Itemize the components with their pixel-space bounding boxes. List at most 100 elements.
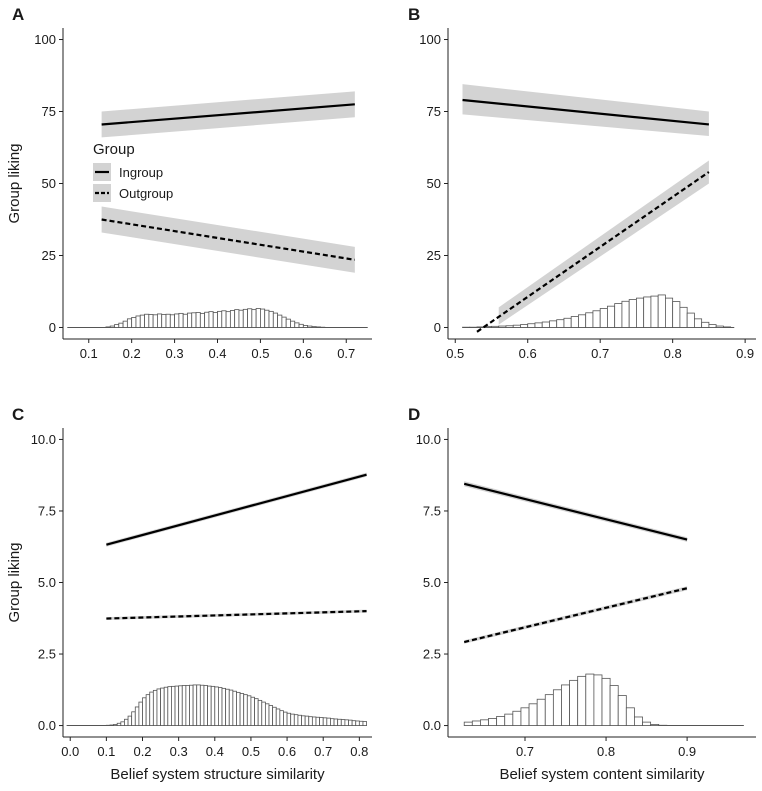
x-tick-label: 0.3 [170,744,188,759]
histogram-bar [226,689,230,725]
x-tick-label: 0.1 [97,744,115,759]
histogram-bar [258,700,262,725]
panel-letter: B [408,5,420,24]
histogram-bar [226,312,230,328]
histogram [464,674,744,726]
histogram-bar [124,719,128,725]
x-tick-label: 0.6 [278,744,296,759]
histogram-bar [128,716,132,725]
histogram-bar [162,315,166,328]
histogram-bar [586,313,593,328]
histogram-bar [303,325,307,327]
histogram-bar [251,697,255,725]
histogram-bar [149,315,153,328]
histogram-bar [622,301,629,327]
histogram-bar [248,309,252,328]
histogram-bar [260,309,264,327]
histogram-bar [549,321,556,328]
histogram-bar [644,297,651,328]
line-ingroup [106,475,366,545]
x-axis-title: Belief system structure similarity [110,766,325,783]
x-axis-title: Belief system content similarity [499,766,705,783]
histogram-bar [610,686,618,726]
histogram-bar [208,686,212,725]
y-tick-label: 10.0 [416,432,441,447]
histogram-bar [168,687,172,726]
histogram-bar [594,675,602,726]
histogram-bar [164,687,168,725]
histogram-bar [269,311,273,327]
histogram-bar [186,686,190,726]
histogram-bar [291,714,295,725]
histogram-bar [316,717,320,725]
y-tick-label: 2.5 [38,647,56,662]
histogram-bar [157,314,161,328]
histogram-bar [209,312,213,328]
histogram-bar [256,308,260,327]
histogram-bar [153,690,157,725]
histogram-bar [634,717,642,726]
histogram-bar [139,702,143,725]
histogram-bar [520,325,527,328]
histogram-bar [146,695,150,726]
histogram-bar [578,676,586,725]
histogram-bar [235,310,239,328]
histogram-bar [222,311,226,328]
histogram-bar [607,306,614,327]
y-tick-label: 100 [34,32,56,47]
panel-letter: C [12,405,24,424]
histogram-bar [561,685,569,726]
histogram-bar [345,720,349,726]
histogram-bar [472,721,480,726]
histogram-bar [506,326,513,328]
histogram-bar [247,696,251,726]
histogram-bar [571,317,578,328]
histogram-bar [115,325,119,328]
histogram-bar [709,325,716,328]
histogram-bar [618,696,626,726]
histogram-bar [110,326,114,327]
y-tick-label: 0.0 [423,718,441,733]
y-tick-label: 7.5 [38,503,56,518]
histogram-bar [464,722,472,725]
histogram-bar [233,691,237,725]
histogram-bar [521,708,529,726]
histogram-bar [175,314,179,328]
histogram-bar [273,707,277,725]
y-tick-label: 25 [42,248,56,263]
histogram-bar [132,712,136,726]
histogram-bar [187,313,191,327]
histogram [67,685,367,726]
legend-label: Outgroup [119,186,173,201]
y-tick-label: 2.5 [423,647,441,662]
histogram-bar [114,724,118,725]
histogram-bar [230,310,234,327]
histogram-bar [629,300,636,328]
histogram-bar [334,719,338,726]
ribbon-ingroup [462,84,708,136]
histogram-bar [535,323,542,328]
histogram-bar [244,695,248,726]
histogram [67,308,367,327]
histogram-bar [352,721,356,726]
histogram-bar [200,313,204,327]
histogram-bar [716,326,723,327]
legend-title: Group [93,141,135,158]
histogram-bar [211,686,215,725]
x-tick-label: 0.7 [314,744,332,759]
x-tick-label: 0.9 [678,744,696,759]
histogram-bar [290,321,294,327]
histogram-bar [218,311,222,327]
histogram-bar [278,315,282,327]
histogram-bar [363,722,367,726]
y-tick-label: 0 [434,320,441,335]
histogram-bar [557,320,564,328]
histogram-bar [193,685,197,726]
x-tick-label: 0.5 [251,346,269,361]
histogram-bar [564,318,571,327]
histogram-bar [600,308,607,327]
histogram-bar [312,717,316,726]
